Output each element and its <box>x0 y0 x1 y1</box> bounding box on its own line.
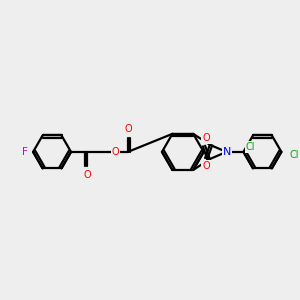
Text: O: O <box>202 160 210 171</box>
Text: N: N <box>223 147 232 157</box>
Text: Cl: Cl <box>245 142 255 152</box>
Text: Cl: Cl <box>290 150 299 160</box>
Text: F: F <box>22 147 28 157</box>
Text: O: O <box>124 124 132 134</box>
Text: O: O <box>83 169 91 180</box>
Text: O: O <box>202 133 210 143</box>
Text: O: O <box>112 147 119 157</box>
